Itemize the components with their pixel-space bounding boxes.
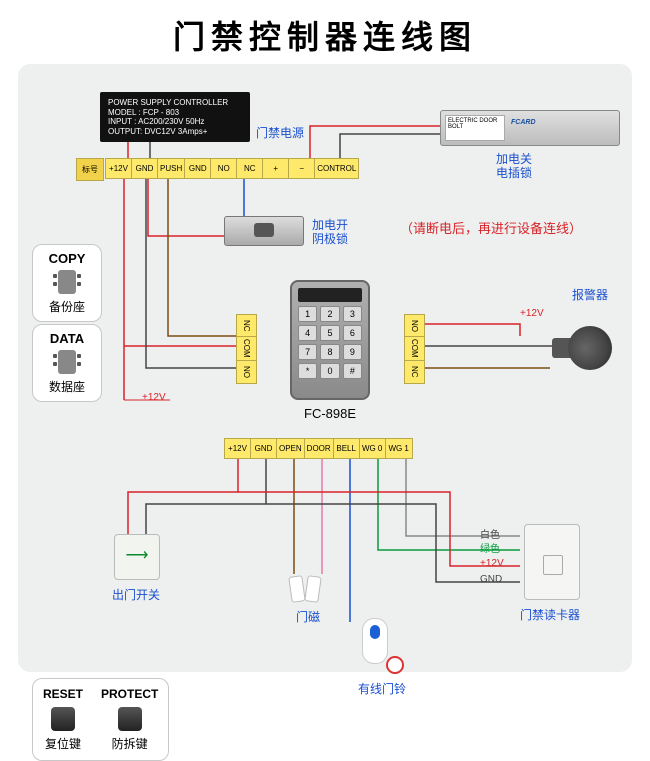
terminal-cell: GND [251,439,277,458]
copy-box: COPY 备份座 [32,244,102,322]
top-terminals: +12VGNDPUSHGNDNONC+−CONTROL [105,158,359,179]
terminal-cell: NO [405,315,424,337]
data-chip-icon [58,350,76,374]
tag-cell: 标号 [77,159,103,180]
protect-hdr: PROTECT [101,687,158,701]
exit-label: 出门开关 [112,586,160,603]
reader-gnd: GND [480,574,502,585]
keypad-key: 9 [343,344,362,360]
terminal-cell: DOOR [305,439,334,458]
keypad-device: 123 456 789 *0# [290,280,370,400]
keypad-keys: 123 456 789 *0# [298,306,362,379]
reset-sub: 复位键 [43,735,83,752]
terminal-cell: WG 0 [360,439,386,458]
terminal-cell: OPEN [277,439,305,458]
terminal-cell: NC [237,159,263,178]
terminal-cell: NC [237,315,256,337]
terminal-cell: NC [405,361,424,383]
sensor-label: 门磁 [296,608,320,625]
electric-bolt-lock: ELECTRIC DOOR BOLT FCARD [440,110,620,146]
power-supply: POWER SUPPLY CONTROLLER MODEL : FCP - 80… [100,92,250,142]
terminal-cell: GND [185,159,211,178]
keypad-key: 7 [298,344,317,360]
terminal-cell: NO [237,361,256,383]
keypad-key: 2 [320,306,339,322]
right-terminals: NOCOMNC [404,314,425,384]
strike-lock [224,216,304,246]
reset-button-icon [51,707,75,731]
strike-label: 加电开 阴极锁 [312,218,348,247]
terminal-cell: COM [405,337,424,361]
reset-hdr: RESET [43,687,83,701]
bottom-terminals: +12VGNDOPENDOORBELLWG 0WG 1 [224,438,413,459]
protect-sub: 防拆键 [101,735,158,752]
terminal-cell: WG 1 [386,439,412,458]
keypad-key: 0 [320,363,339,379]
keypad-key: * [298,363,317,379]
keypad-key: 4 [298,325,317,341]
plus12v-left: +12V [142,392,166,403]
copy-chip-icon [58,270,76,294]
terminal-cell: +12V [106,159,132,178]
keypad-key: # [343,363,362,379]
protect-button-icon [118,707,142,731]
data-box: DATA 数据座 [32,324,102,402]
terminal-cell: − [289,159,315,178]
copy-sub: 备份座 [43,298,91,315]
reader-white: 白色 [480,526,500,541]
wired-doorbell [362,618,402,674]
reader-label: 门禁读卡器 [520,606,580,623]
elock-brand: FCARD [511,119,536,126]
psu-line3: INPUT : AC200/230V 50Hz [108,117,242,127]
warning-text: （请断电后，再进行设备连线） [400,218,582,237]
keypad-key: 5 [320,325,339,341]
bell-label: 有线门铃 [358,680,406,697]
keypad-screen [298,288,362,302]
data-hdr: DATA [43,331,91,346]
alarm-12v: +12V [520,308,544,319]
psu-line4: OUTPUT: DVC12V 3Amps+ [108,127,242,137]
terminal-cell: BELL [334,439,360,458]
psu-line2: MODEL : FCP - 803 [108,108,242,118]
terminal-cell: + [263,159,289,178]
reader-12v: +12V [480,558,504,569]
alarm-label: 报警器 [572,286,608,303]
terminal-cell: CONTROL [315,159,358,178]
reader-green: 绿色 [480,540,500,555]
terminal-cell: +12V [225,439,251,458]
alarm-horn [552,326,612,370]
data-sub: 数据座 [43,378,91,395]
page-title: 门禁控制器连线图 [0,0,650,66]
psu-label-cn: 门禁电源 [256,124,304,141]
door-sensor [290,576,324,604]
terminal-cell: NO [211,159,237,178]
elock-label: 加电关 电插锁 [496,152,532,181]
terminal-cell: PUSH [158,159,185,178]
keypad-key: 3 [343,306,362,322]
keypad-key: 1 [298,306,317,322]
top-tag: 标号 [76,158,104,181]
keypad-model: FC-898E [304,406,356,421]
keypad-key: 6 [343,325,362,341]
reset-protect-box: RESET 复位键 PROTECT 防拆键 [32,678,169,761]
terminal-cell: COM [237,337,256,361]
exit-button [114,534,160,580]
left-terminals: NCCOMNO [236,314,257,384]
elock-tag: ELECTRIC DOOR BOLT [445,115,505,141]
copy-hdr: COPY [43,251,91,266]
psu-line1: POWER SUPPLY CONTROLLER [108,98,242,108]
keypad-key: 8 [320,344,339,360]
card-reader [524,524,580,600]
terminal-cell: GND [132,159,158,178]
